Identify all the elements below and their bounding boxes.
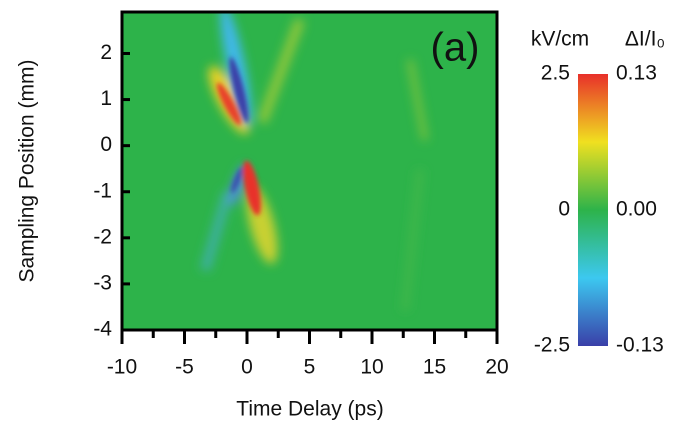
y-tick-label: 0 xyxy=(100,133,112,156)
colorbar-tick-label: 0.00 xyxy=(616,198,657,221)
x-tick-label: -5 xyxy=(175,356,194,379)
panel-label: (a) xyxy=(431,26,480,70)
y-axis-title: Sampling Position (mm) xyxy=(16,60,39,283)
colorbar-tick-label: 2.5 xyxy=(541,62,570,85)
y-tick-label: -3 xyxy=(93,271,112,294)
x-tick-label: 5 xyxy=(304,356,316,379)
y-tick-label: -1 xyxy=(93,179,112,202)
colorbar-tick-label: 0 xyxy=(558,198,570,221)
colorbar-label: kV/cm xyxy=(531,28,589,51)
y-tick-label: 1 xyxy=(100,87,112,110)
x-axis-title: Time Delay (ps) xyxy=(236,398,383,421)
x-tick-label: 10 xyxy=(360,356,383,379)
y-tick-label: 2 xyxy=(100,41,112,64)
colorbar-tick-label: -2.5 xyxy=(534,334,570,357)
x-tick-label: 15 xyxy=(423,356,446,379)
colorbar-tick-label: -0.13 xyxy=(616,334,664,357)
x-tick-label: 20 xyxy=(485,356,508,379)
y-tick-label: -4 xyxy=(93,318,112,341)
colorbar2-label: ΔI/I₀ xyxy=(625,28,665,51)
x-tick-label: -10 xyxy=(107,356,137,379)
colorbar-tick-label: 0.13 xyxy=(616,62,657,85)
x-tick-label: 0 xyxy=(241,356,253,379)
colorbar xyxy=(578,74,608,346)
heatmap-field xyxy=(122,12,497,330)
y-tick-label: -2 xyxy=(93,225,112,248)
